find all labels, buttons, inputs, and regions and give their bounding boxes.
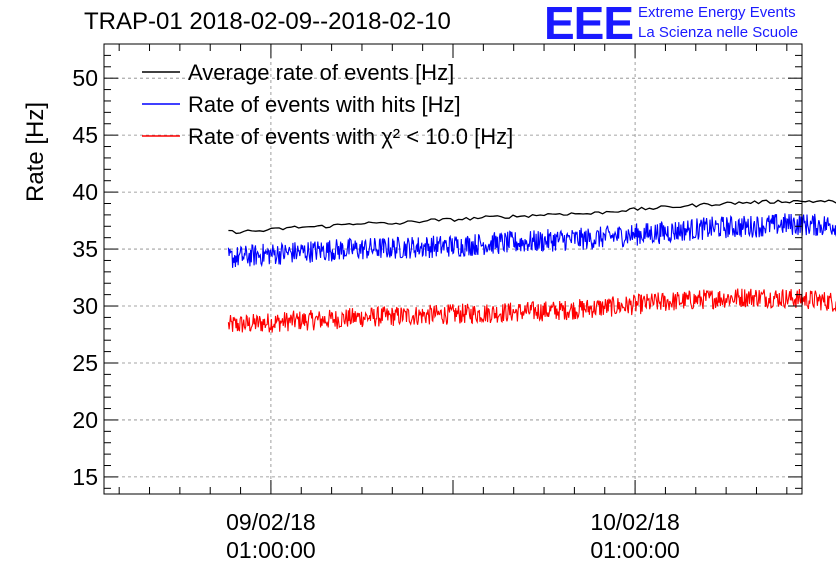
logo-line-2: La Scienza nelle Scuole (638, 24, 799, 41)
legend: Average rate of events [Hz] Rate of event… (142, 60, 513, 149)
y-tick-label: 35 (72, 236, 98, 262)
y-tick-label: 25 (72, 350, 98, 376)
series-line-1 (227, 213, 836, 268)
y-tick-label: 30 (72, 293, 98, 319)
logo-line-1: Extreme Energy Events (638, 4, 796, 21)
legend-label: Average rate of events [Hz] (188, 60, 454, 85)
y-tick-label: 20 (72, 407, 98, 433)
x-tick-label-time: 01:00:00 (590, 537, 680, 563)
series-layer (227, 199, 836, 333)
y-tick-label: 50 (72, 65, 98, 91)
x-tick-label-time: 01:00:00 (226, 537, 316, 563)
chart-title: TRAP-01 2018-02-09--2018-02-10 (84, 8, 451, 35)
legend-label: Rate of events with χ² < 10.0 [Hz] (188, 124, 513, 149)
eee-logo: EEE (544, 0, 634, 49)
axis-ticks: 152025303540455009/02/1801:00:0010/02/18… (72, 43, 802, 563)
legend-label: Rate of events with hits [Hz] (188, 92, 461, 117)
x-tick-label-date: 09/02/18 (226, 509, 316, 535)
series-line-2 (227, 288, 836, 333)
y-tick-label: 15 (72, 464, 98, 490)
x-tick-label-date: 10/02/18 (590, 509, 680, 535)
series-line-0 (228, 199, 836, 235)
y-tick-label: 45 (72, 122, 98, 148)
y-tick-label: 40 (72, 179, 98, 205)
